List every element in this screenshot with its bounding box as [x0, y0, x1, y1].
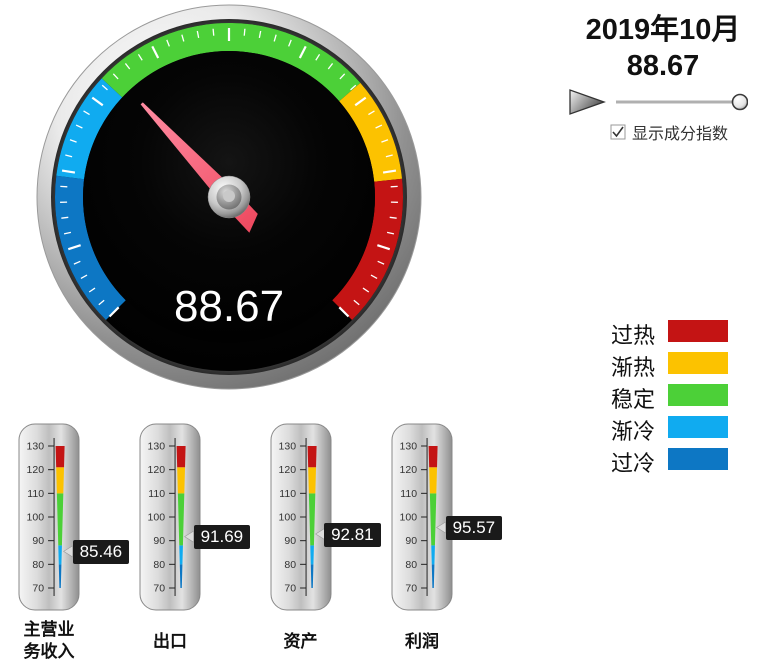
svg-text:88.67: 88.67 [174, 282, 284, 331]
svg-text:110: 110 [27, 488, 44, 500]
svg-text:110: 110 [400, 488, 417, 500]
svg-text:100: 100 [278, 512, 296, 524]
svg-text:90: 90 [405, 535, 417, 547]
svg-text:130: 130 [400, 441, 418, 453]
svg-text:80: 80 [153, 559, 165, 571]
svg-text:120: 120 [148, 464, 166, 476]
svg-text:130: 130 [27, 441, 45, 453]
svg-text:120: 120 [400, 464, 418, 476]
svg-text:70: 70 [153, 583, 165, 595]
svg-text:120: 120 [278, 464, 296, 476]
svg-text:90: 90 [284, 535, 296, 547]
svg-text:70: 70 [405, 583, 417, 595]
svg-text:120: 120 [27, 464, 45, 476]
svg-text:70: 70 [32, 583, 44, 595]
svg-text:80: 80 [405, 559, 417, 571]
svg-text:130: 130 [148, 441, 166, 453]
svg-text:90: 90 [32, 535, 44, 547]
svg-text:70: 70 [284, 583, 296, 595]
svg-text:130: 130 [278, 441, 296, 453]
svg-text:80: 80 [284, 559, 296, 571]
svg-text:100: 100 [400, 512, 418, 524]
svg-text:100: 100 [27, 512, 45, 524]
svg-text:100: 100 [148, 512, 166, 524]
svg-text:80: 80 [32, 559, 44, 571]
svg-text:90: 90 [153, 535, 165, 547]
svg-text:110: 110 [148, 488, 165, 500]
svg-text:110: 110 [279, 488, 296, 500]
